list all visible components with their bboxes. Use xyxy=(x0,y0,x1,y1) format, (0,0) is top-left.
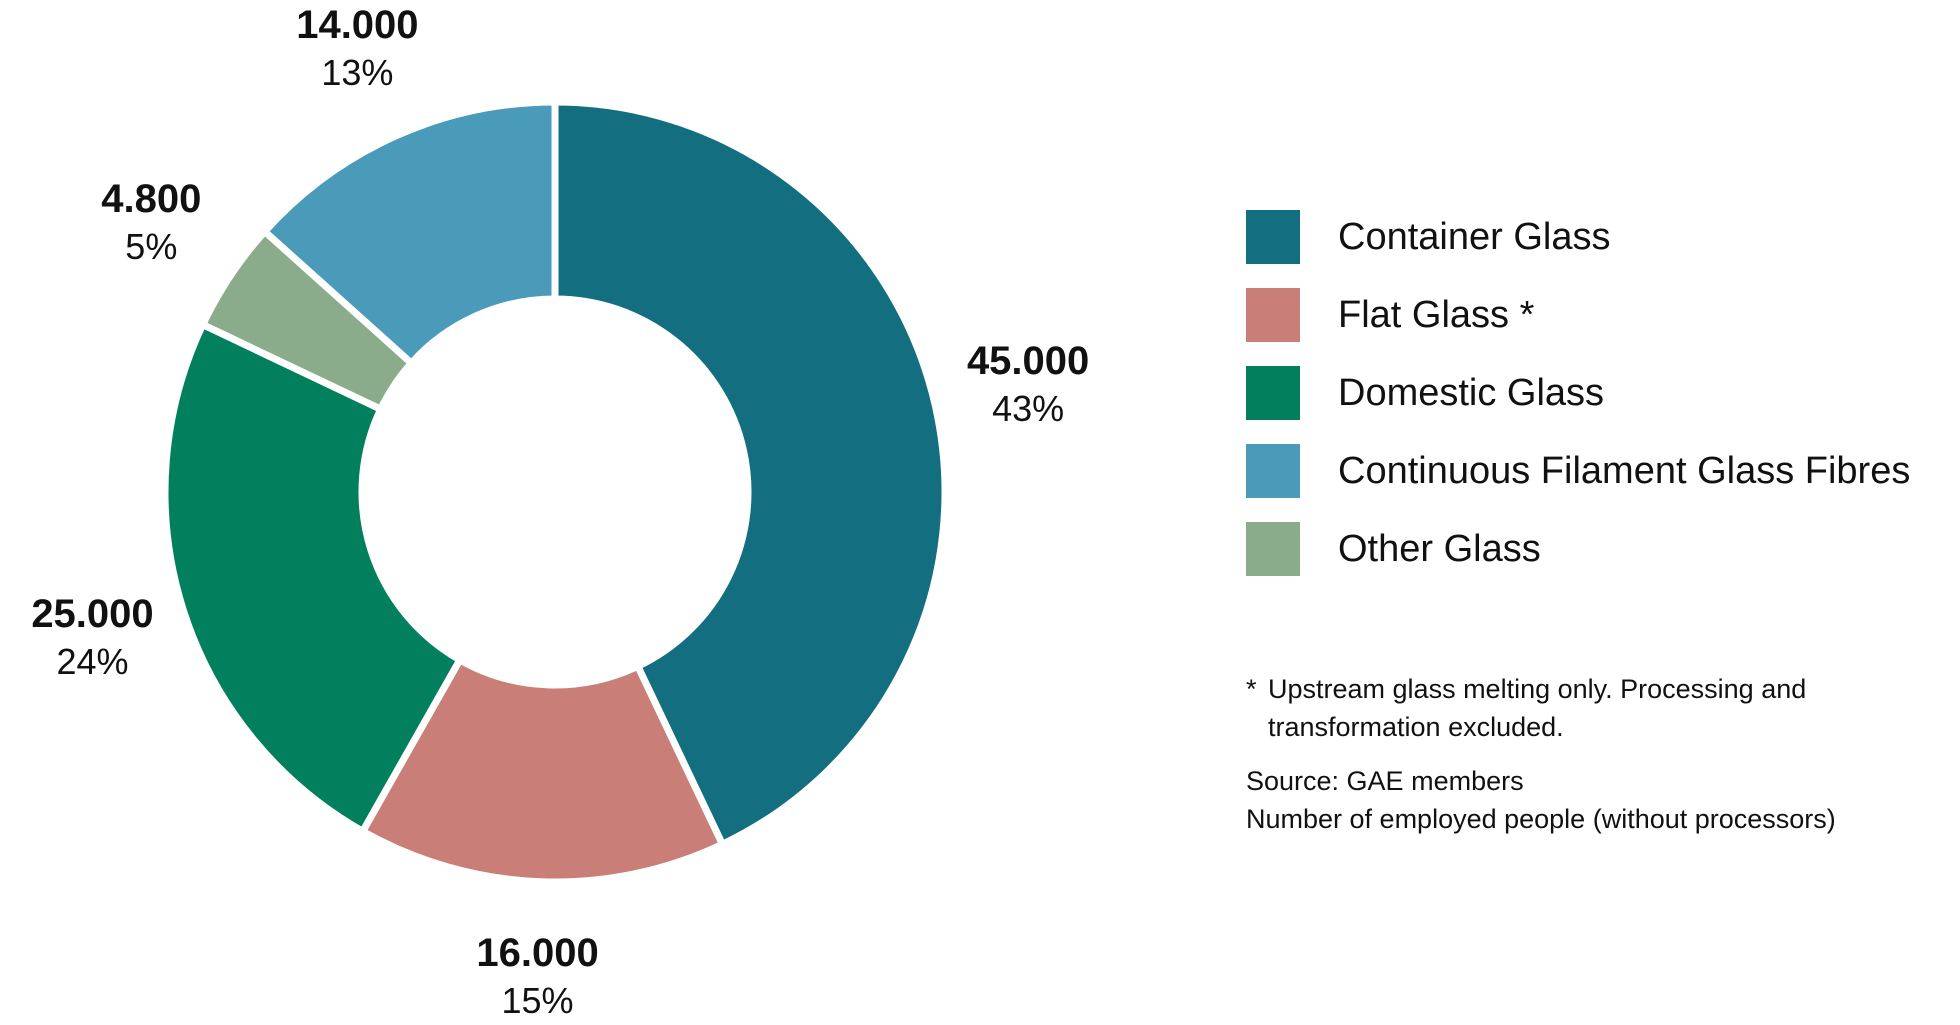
slice-value-flat-glass: 16.000 xyxy=(476,930,599,975)
slice-percent-domestic-glass: 24% xyxy=(56,640,129,682)
slice-percent-container-glass: 43% xyxy=(992,388,1065,430)
chart-legend: Container Glass Flat Glass * Domestic Gl… xyxy=(1246,198,1910,588)
legend-swatch-other-glass xyxy=(1246,522,1300,576)
slice-value-continuous-filament-glass-fibres: 14.000 xyxy=(296,3,419,48)
source-block: Source: GAE members Number of employed p… xyxy=(1246,762,1946,838)
legend-swatch-continuous-filament-glass-fibres xyxy=(1246,444,1300,498)
footnote-text: Upstream glass melting only. Processing … xyxy=(1268,670,1806,746)
slice-container-glass xyxy=(551,98,949,849)
slice-value-container-glass: 45.000 xyxy=(966,339,1090,384)
legend-item-container-glass: Container Glass xyxy=(1246,198,1910,276)
legend-item-domestic-glass: Domestic Glass xyxy=(1246,354,1910,432)
legend-swatch-domestic-glass xyxy=(1246,366,1300,420)
slice-percent-flat-glass: 15% xyxy=(501,979,574,1021)
legend-item-other-glass: Other Glass xyxy=(1246,510,1910,588)
slice-label-flat-glass: 16.000 15% xyxy=(476,929,598,1025)
slice-flat-glass xyxy=(357,655,728,886)
measure-text: Number of employed people (without proce… xyxy=(1246,804,1836,834)
chart-notes: * Upstream glass melting only. Processin… xyxy=(1246,670,1946,838)
footnote-line-1: Upstream glass melting only. Processing … xyxy=(1268,674,1807,704)
legend-label-other-glass: Other Glass xyxy=(1338,527,1541,570)
legend-item-flat-glass: Flat Glass * xyxy=(1246,276,1910,354)
legend-label-container-glass: Container Glass xyxy=(1338,215,1611,258)
source-text: Source: GAE members xyxy=(1246,766,1524,796)
slice-label-continuous-filament-glass-fibres: 14.000 13% xyxy=(296,1,418,97)
slice-label-container-glass: 45.000 43% xyxy=(967,337,1089,433)
legend-swatch-flat-glass xyxy=(1246,288,1300,342)
footnote-line-2: transformation excluded. xyxy=(1268,712,1564,742)
footnote-mark: * xyxy=(1246,674,1257,704)
footnote: * Upstream glass melting only. Processin… xyxy=(1246,670,1946,746)
slice-percent-other-glass: 5% xyxy=(125,226,178,268)
slice-value-domestic-glass: 25.000 xyxy=(31,591,154,636)
slice-domestic-glass xyxy=(161,319,465,837)
legend-label-continuous-filament-glass-fibres: Continuous Filament Glass Fibres xyxy=(1338,449,1911,492)
legend-item-continuous-filament-glass-fibres: Continuous Filament Glass Fibres xyxy=(1246,432,1910,510)
legend-label-domestic-glass: Domestic Glass xyxy=(1338,371,1605,414)
slice-value-other-glass: 4.800 xyxy=(101,177,202,222)
legend-label-flat-glass: Flat Glass * xyxy=(1338,293,1535,336)
slice-continuous-filament-glass-fibres xyxy=(259,98,559,369)
slice-label-other-glass: 4.800 5% xyxy=(101,175,201,271)
slice-percent-continuous-filament-glass-fibres: 13% xyxy=(321,52,394,94)
slice-label-domestic-glass: 25.000 24% xyxy=(31,590,153,686)
legend-swatch-container-glass xyxy=(1246,210,1300,264)
